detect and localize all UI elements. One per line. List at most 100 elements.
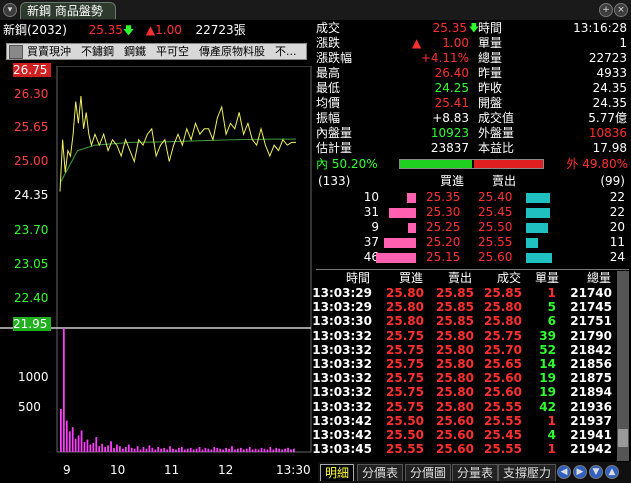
out-label: 外: [566, 157, 579, 171]
volume-bar: [142, 447, 145, 452]
volume-bar: [275, 447, 278, 452]
price-axis-label: 23.05: [14, 257, 49, 271]
ticks-header: 時間 買進 賣出 成交 單量 總量: [316, 271, 616, 285]
ticks-cell: 25.75: [484, 328, 522, 343]
stat-value: 4933: [596, 66, 627, 80]
price-axis-label: 26.75: [13, 63, 51, 77]
bottom-tab[interactable]: 明細: [320, 464, 355, 481]
toolbar-item[interactable]: 傳產原物料股: [199, 45, 265, 58]
price-line: [59, 95, 296, 192]
intraday-chart: [0, 66, 312, 453]
volume-bar: [192, 449, 195, 452]
nav-right-icon[interactable]: ▶: [573, 465, 587, 479]
ticks-row[interactable]: 13:03:45 25.55 25.60 25.55 1 21942: [312, 442, 616, 457]
volume-bar: [160, 448, 163, 452]
ticks-cell: 21751: [570, 314, 612, 329]
ticks-row[interactable]: 13:03:32 25.75 25.80 25.65 14 21856: [312, 357, 616, 371]
volume-bar: [186, 448, 189, 452]
ticks-scrollbar[interactable]: [617, 271, 629, 461]
volume-bar: [210, 449, 213, 452]
toolbar-item[interactable]: 買賣現沖: [27, 45, 71, 58]
ticks-cell: 4: [547, 428, 556, 442]
orderbook-row[interactable]: 9 25.25 25.50 20: [316, 220, 629, 235]
ticks-header-cell: 時間: [346, 271, 371, 285]
ticks-row[interactable]: 13:03:42 25.50 25.60 25.55 1 21937: [312, 413, 616, 428]
volume-unit: 張: [233, 23, 246, 37]
avg-price-line: [59, 138, 296, 184]
stat-value: 13:16:28: [573, 21, 627, 35]
volume-bar: [151, 447, 154, 452]
orderbook-row[interactable]: 10 25.35 25.40 22: [316, 190, 629, 205]
ticks-cell: 13:03:42: [312, 413, 372, 428]
ticks-row[interactable]: 13:03:29 25.80 25.85 25.85 1 21740: [312, 286, 616, 300]
ticks-cell: 1: [547, 286, 556, 300]
volume-bar: [107, 445, 109, 452]
ticks-row[interactable]: 13:03:29 25.80 25.85 25.80 5 21745: [312, 300, 616, 314]
ticks-row[interactable]: 13:03:32 25.75 25.80 25.75 39 21790: [312, 328, 616, 343]
volume-bar: [121, 448, 124, 452]
price-axis-label: 25.65: [14, 120, 49, 134]
nav-left-icon[interactable]: ◀: [557, 465, 571, 479]
nav-up-icon[interactable]: ▲: [605, 465, 619, 479]
time-axis-label: 10: [110, 463, 126, 477]
volume-bar: [183, 449, 186, 452]
ticks-row[interactable]: 13:03:32 25.75 25.80 25.60 19 21875: [312, 371, 616, 386]
bottom-tab[interactable]: 分價表: [357, 464, 404, 481]
ticks-cell: 19: [539, 385, 556, 400]
ticks-cell: 25.55: [484, 413, 522, 428]
scrollbar-thumb[interactable]: [618, 429, 628, 447]
zoom-icon[interactable]: +: [599, 3, 613, 17]
ticks-cell: 21894: [570, 385, 612, 400]
stat-value: 1: [619, 36, 627, 50]
ticks-cell: 21842: [570, 342, 612, 357]
stat-label: 漲跌幅: [316, 51, 353, 65]
ticks-cell: 1: [547, 442, 556, 457]
bottom-tab[interactable]: 支撐壓力: [498, 464, 557, 481]
volume-bar: [201, 449, 204, 452]
ticks-cell: 19: [539, 371, 556, 386]
stat-row: 均價 25.41 開盤 24.35: [316, 96, 629, 111]
volume-bar: [80, 430, 83, 452]
toolbar-item[interactable]: 不鏽鋼: [81, 45, 114, 58]
volume-bar: [213, 447, 216, 452]
volume-chart-frame: [56, 327, 312, 453]
ask-price: 25.40: [478, 190, 513, 204]
volume-bar: [204, 447, 207, 452]
ticks-cell: 25.60: [484, 371, 522, 386]
volume-bar: [284, 448, 286, 452]
volume-bar: [172, 448, 174, 452]
ticks-row[interactable]: 13:03:32 25.75 25.80 25.60 19 21894: [312, 385, 616, 400]
ticks-row[interactable]: 13:03:32 25.75 25.80 25.55 42 21936: [312, 400, 616, 414]
toolbar-item[interactable]: 平可空: [156, 45, 189, 58]
stat-value: 10836: [588, 126, 627, 140]
volume-bar: [65, 420, 68, 452]
stat-label: 總量: [478, 51, 503, 65]
orderbook-row[interactable]: 46 25.15 25.60 24: [316, 250, 629, 265]
orderbook-header: (133) 買進 賣出 (99): [316, 173, 629, 190]
volume-bar: [104, 447, 107, 452]
ticks-cell: 25.75: [386, 371, 424, 386]
stat-row: 最高 26.40 昨量 4933: [316, 66, 629, 81]
ticks-row[interactable]: 13:03:30 25.80 25.85 25.80 6 21751: [312, 314, 616, 329]
toolbar-collapse-icon[interactable]: [9, 45, 23, 59]
bottom-tab[interactable]: 分價圖: [405, 464, 452, 481]
bid-count: (133): [318, 174, 351, 188]
close-icon[interactable]: ×: [614, 3, 628, 17]
orderbook-row[interactable]: 37 25.20 25.55 11: [316, 235, 629, 250]
nav-down-icon[interactable]: ▼: [589, 465, 603, 479]
window-tab[interactable]: 新鋼 商品盤勢: [20, 2, 116, 19]
orderbook-row[interactable]: 31 25.30 25.45 22: [316, 205, 629, 220]
volume-bar: [83, 442, 86, 452]
bottom-tab[interactable]: 分量表: [452, 464, 499, 481]
toolbar-item[interactable]: 鋼鐵: [124, 45, 146, 58]
ticks-row[interactable]: 13:03:42 25.50 25.60 25.45 4 21941: [312, 428, 616, 442]
menu-dropdown-icon[interactable]: ▾: [3, 3, 17, 17]
toolbar-item[interactable]: 不...: [275, 45, 297, 58]
stat-row: 成交 25.35 🡇 時間 13:16:28: [316, 21, 629, 36]
in-label: 內: [316, 157, 329, 171]
ticks-row[interactable]: 13:03:32 25.75 25.80 25.70 52 21842: [312, 342, 616, 357]
stat-label: 最低: [316, 81, 341, 95]
time-axis-label: 11: [164, 463, 180, 477]
volume-bar: [245, 448, 248, 452]
stat-row: 估計量 23837 本益比 17.98: [316, 141, 629, 156]
